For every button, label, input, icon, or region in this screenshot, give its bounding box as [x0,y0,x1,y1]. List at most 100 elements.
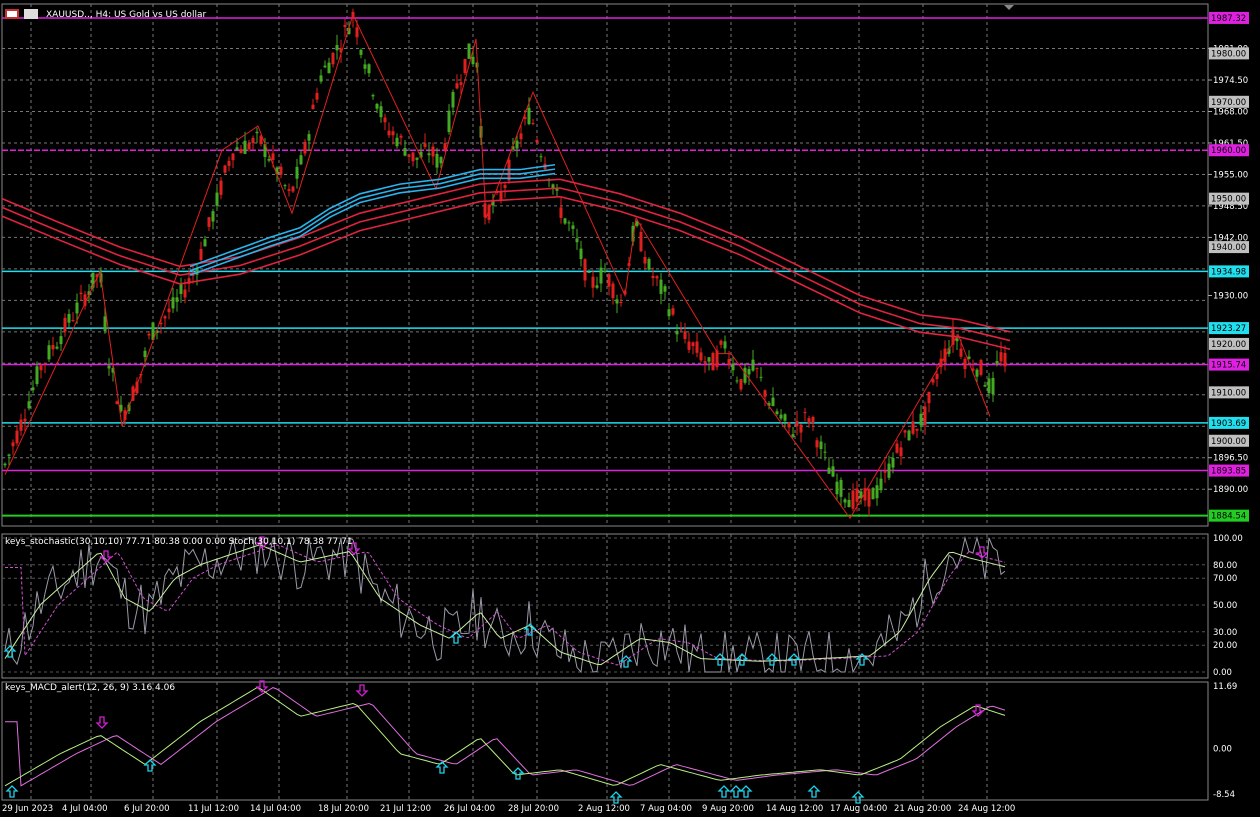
candle-body [807,418,811,424]
candle-body [523,117,527,120]
arrow-up-icon [851,791,865,804]
candle-body [419,151,423,158]
candle-body [771,397,775,407]
candle-body [719,340,723,345]
chart-symbol-header: XAUUSD.., H4: US Gold vs US dollar [5,9,206,20]
stochastic-axis-label: 30.00 [1213,628,1237,638]
price-level-tag-label: 1893.85 [1211,467,1246,477]
arrow-down-icon [255,536,269,549]
candle-body [723,341,727,349]
time-axis-label: 11 Jul 12:00 [188,804,239,814]
macd-axis-label: 11.69 [1213,682,1237,692]
candle-body [155,330,159,333]
candle-body [55,346,59,349]
candle-body [379,106,383,118]
candle-body [631,225,635,242]
candle-body [251,137,255,144]
macd-signal-line [5,687,1006,787]
arrow-up-icon [143,759,157,772]
candle-body [211,211,215,222]
candle-body [75,302,79,314]
arrow-down-icon [971,704,985,717]
candle-body [115,401,119,405]
price-axis-label: 1955.00 [1213,170,1248,180]
candle-body [327,62,331,74]
candle-body [571,225,575,229]
candle-body [875,485,879,499]
candle-body [7,454,11,456]
candle-body [195,267,199,275]
candle-body [823,451,827,453]
candle-body [635,221,639,226]
candle-body [463,58,467,74]
candle-body [371,95,375,97]
time-axis-label: 9 Aug 20:00 [702,804,754,814]
candle-body [151,322,155,340]
candle-body [835,481,839,495]
candle-body [39,365,43,371]
price-level-tag [1209,192,1249,205]
pane-border [1,533,1209,679]
candle-body [923,406,927,426]
price-level-tag [1209,337,1249,350]
time-axis-label: 26 Jul 04:00 [444,804,495,814]
candle-body [675,330,679,335]
arrow-up-icon [765,653,779,666]
candle-body [539,156,543,158]
arrow-up-icon [511,767,525,780]
arrow-up-icon [855,653,869,666]
candle-body [143,350,147,358]
price-axis-label: 1961.50 [1213,139,1248,149]
candle-body [731,363,735,371]
candle-body [267,159,271,161]
candle-body [995,360,999,364]
candle-body [755,368,759,370]
price-level-tag [1209,322,1249,335]
candle-body [647,258,651,270]
candle-body [135,381,139,394]
candle-body [407,154,411,157]
candle-body [579,248,583,260]
candle-body [391,131,395,136]
candle-body [459,82,463,85]
candle-body [435,153,439,168]
candle-body [423,143,427,147]
candle-body [707,357,711,362]
candle-body [291,186,295,192]
candle-body [107,365,111,369]
candle-body [759,376,763,378]
price-level-tag-label: 1910.00 [1211,388,1246,398]
candle-body [367,64,371,74]
candle-body [499,191,503,200]
candle-body [315,92,319,100]
candle-body [535,139,539,143]
candle-body [943,348,947,363]
price-axis-label: 1948.50 [1213,202,1248,212]
scroll-marker-icon[interactable] [1004,5,1014,10]
arrow-down-icon [95,716,109,729]
candle-body [363,64,367,69]
candle-body [47,345,51,360]
candle-body [819,441,823,450]
candle-body [287,189,291,191]
candle-body [399,135,403,138]
candle-body [963,358,967,370]
candle-body [999,352,1003,362]
macd-axis-label: 0.00 [1213,744,1232,754]
candle-body [451,92,455,108]
candle-body [207,217,211,227]
candle-body [323,65,327,68]
time-axis-label: 14 Aug 12:00 [766,804,823,814]
candle-body [43,363,47,365]
candle-body [31,387,35,391]
candle-body [703,361,707,363]
candle-body [747,369,751,375]
candle-body [503,184,507,188]
candle-body [959,348,963,357]
price-level-tag-label: 1903.69 [1211,419,1246,429]
candle-body [811,416,815,423]
candle-body [779,414,783,419]
candle-body [303,141,307,154]
macd-header: keys_MACD_alert(12, 26, 9) 3.16 4.06 [5,683,175,693]
